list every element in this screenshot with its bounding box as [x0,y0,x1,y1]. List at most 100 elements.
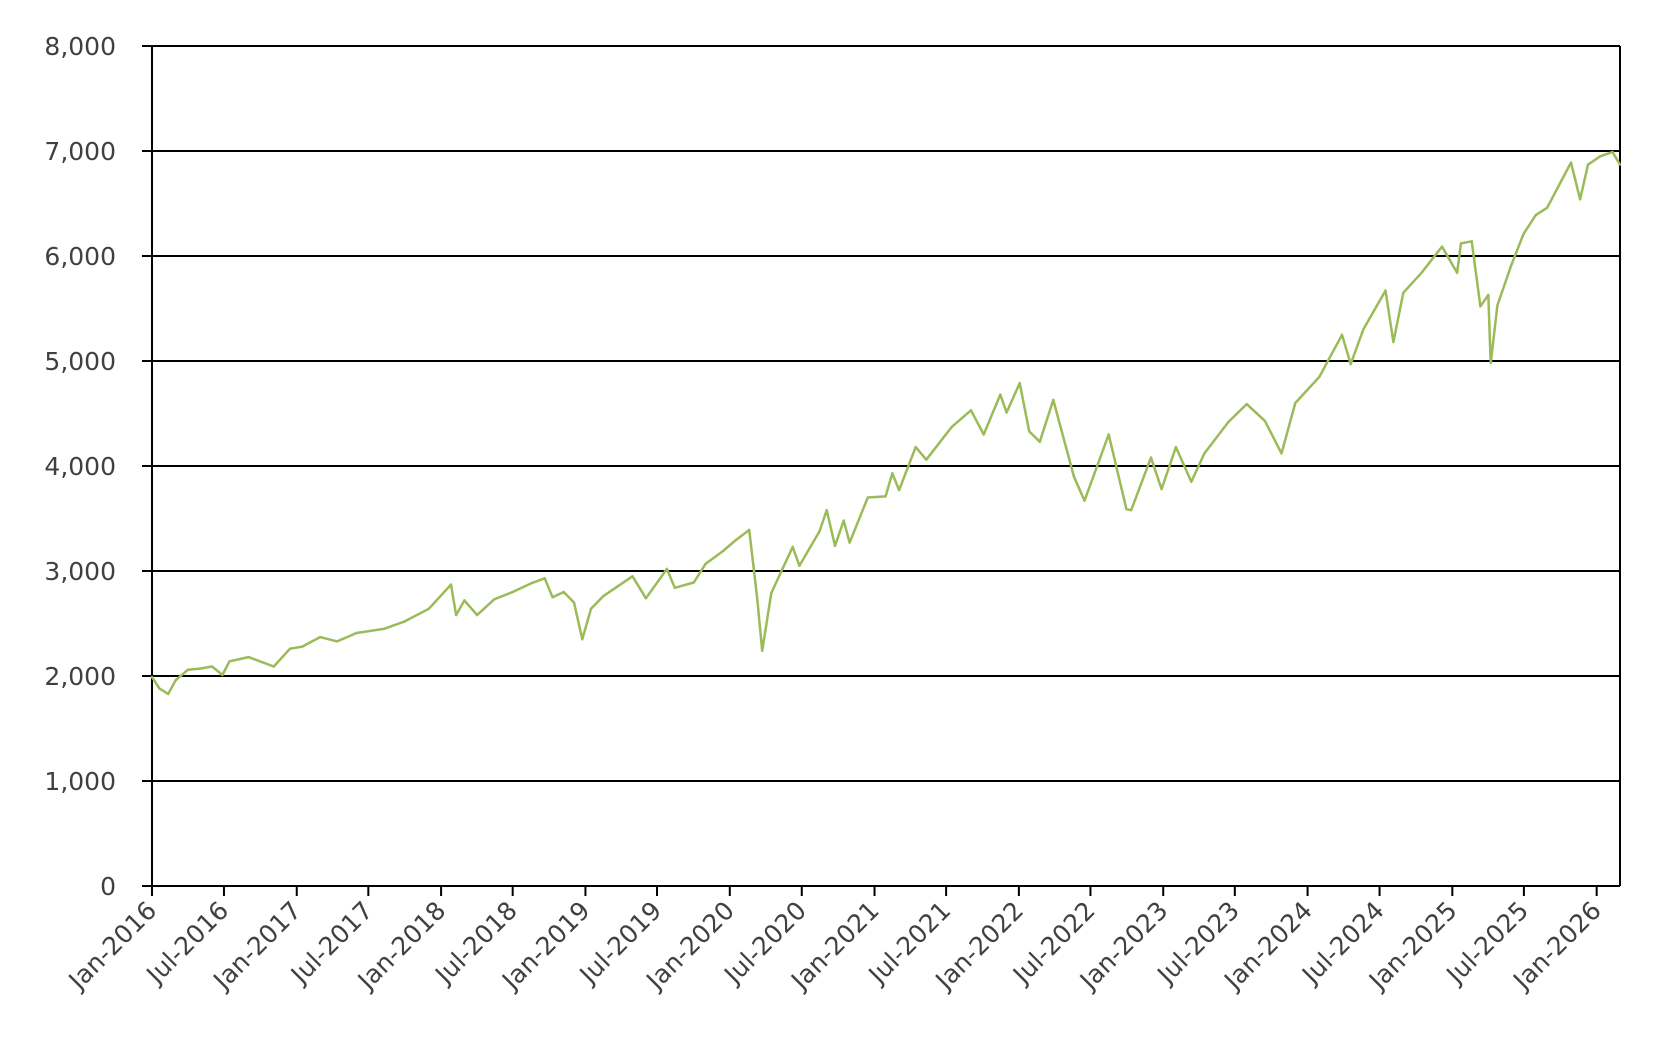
data-point [198,667,202,670]
data-point [210,665,214,668]
data-point [1546,206,1549,209]
data-point [1384,289,1387,292]
data-point [581,638,584,641]
data-point [1496,304,1499,307]
y-tick-labels: 0 1,000 2,000 3,000 4,000 5,000 6,000 7,000 8,00… [44,32,116,901]
data-point [1038,440,1042,443]
data-point [1052,398,1055,402]
data-point [174,679,177,682]
data-point [221,673,224,677]
data-point [848,541,851,544]
data-point [969,409,973,412]
data-point [755,596,759,599]
y-tick-label: 3,000 [44,557,116,586]
data-point [1340,333,1344,336]
data-point [572,601,576,604]
data-point [999,393,1002,396]
y-tick-label: 0 [100,872,116,901]
data-point [1362,328,1365,331]
data-point [631,575,634,578]
data-point [1569,161,1573,164]
data-point [382,627,386,630]
data-point [950,425,953,429]
data-point [842,519,845,522]
data-point [1149,456,1153,459]
data-point [475,613,479,617]
data-point [866,496,869,499]
data-point [798,564,801,567]
data-point [1125,507,1128,511]
data-point [543,577,546,580]
y-tick-label: 2,000 [44,662,116,691]
y-tick-label: 1,000 [44,767,116,796]
data-point [897,488,901,492]
gridlines [152,45,1620,782]
data-point [449,583,453,586]
data-point [272,665,275,668]
data-point [1072,475,1076,478]
data-point [562,590,565,594]
data-point [761,649,764,652]
data-point [1107,433,1110,436]
data-point [734,539,737,542]
data-point [1611,150,1614,154]
data-point [1005,411,1008,414]
data-point [589,607,593,610]
data-point [1263,419,1267,423]
data-point [1130,508,1133,512]
data-point [511,590,514,594]
data-point [704,562,707,565]
data-point [1455,271,1459,274]
data-point [1599,155,1602,158]
data-point [318,635,322,639]
data-point [403,620,406,623]
data-point [427,607,430,610]
data-point [288,647,292,650]
data-point [551,596,554,599]
y-tick-label: 4,000 [44,452,116,481]
data-point [818,529,821,533]
data-point [355,631,358,635]
data-point [1190,480,1193,483]
data-point [1618,163,1622,166]
data-point [748,528,751,532]
data-point [247,655,250,659]
data-point [982,433,985,436]
data-point [1018,381,1021,385]
data-point [1487,293,1490,297]
data-point [791,545,794,549]
y-tick-label: 7,000 [44,137,116,166]
data-point [1534,213,1538,217]
data-point [1245,402,1248,406]
data-point [1522,232,1525,236]
data-point [673,586,676,589]
data-point [1160,487,1163,491]
data-point [1174,445,1178,449]
data-point [884,495,887,498]
data-point [1459,242,1463,245]
data-point [186,668,190,671]
data-point [1440,245,1444,248]
data-point [335,640,339,643]
data-point [721,549,725,553]
data-point [1392,340,1395,344]
series-layer [150,150,1622,696]
data-point [1489,361,1492,365]
data-point [1318,375,1321,378]
data-point [1294,401,1297,405]
y-tick-label: 5,000 [44,347,116,376]
data-point [454,613,458,617]
data-point [167,692,170,696]
data-point [1402,291,1405,294]
data-point [158,687,161,690]
y-tick-label: 6,000 [44,242,116,271]
data-point [1558,182,1562,185]
data-point [644,597,648,600]
data-point [665,567,669,571]
x-tick-labels: Jan-2016Jul-2016Jan-2017Jul-2017Jan-2018… [62,896,1607,997]
data-point [1227,420,1230,424]
data-point [1586,163,1590,166]
data-point [301,645,304,648]
data-point [1349,362,1352,366]
